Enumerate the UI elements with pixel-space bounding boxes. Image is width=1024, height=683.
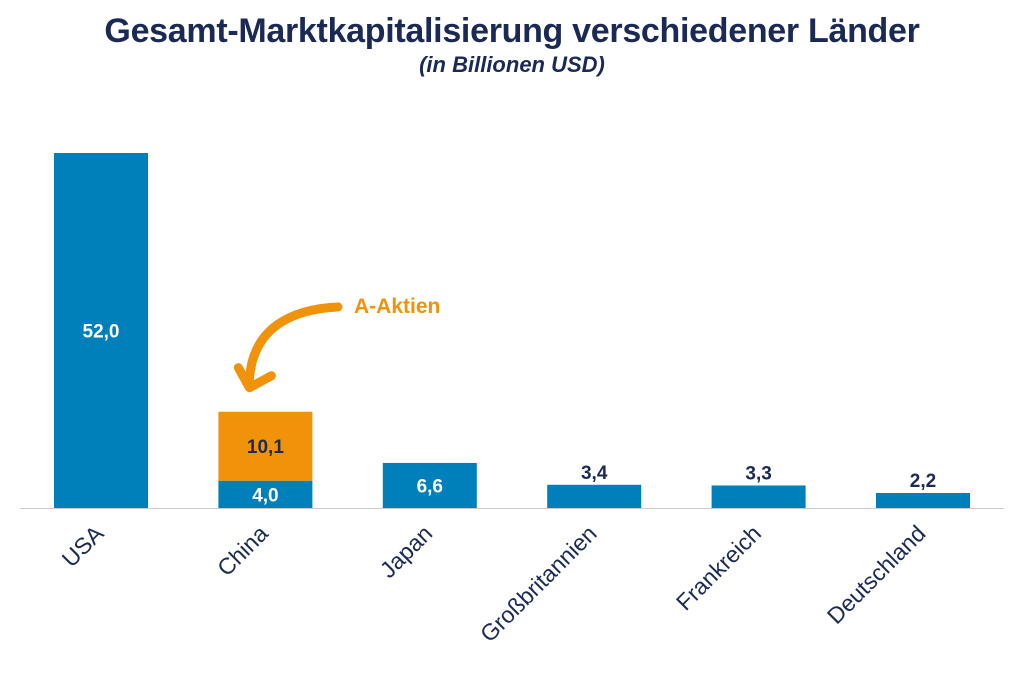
data-label-stack-1: 10,1 <box>247 437 284 458</box>
bar-stack-1 <box>218 411 313 481</box>
chart-title: Gesamt-Marktkapitalisierung verschiedene… <box>104 12 920 50</box>
data-label-2: 6,6 <box>417 476 443 497</box>
data-label-0: 52,0 <box>83 322 120 343</box>
annotation-label: A-Aktien <box>354 295 440 318</box>
bar-0 <box>54 153 148 508</box>
bar-4 <box>711 485 806 508</box>
annotation-arrow <box>244 302 343 387</box>
bar-2 <box>382 462 477 508</box>
data-label-3: 3,4 <box>581 463 608 484</box>
bar-5 <box>876 492 970 508</box>
data-label-4: 3,3 <box>745 463 771 484</box>
category-label-2: Japan <box>375 520 438 583</box>
category-label-4: Frankreich <box>671 520 766 615</box>
category-label-5: Deutschland <box>822 520 931 629</box>
annotation-arrowhead <box>233 363 276 393</box>
category-label-1: China <box>212 520 273 581</box>
category-label-3: Großbritannien <box>475 520 602 647</box>
chart-subtitle: (in Billionen USD) <box>419 52 605 77</box>
data-label-5: 2,2 <box>910 471 936 492</box>
data-label-1: 4,0 <box>252 485 278 506</box>
bar-3 <box>547 484 642 508</box>
bar-1 <box>218 480 313 508</box>
category-label-0: USA <box>57 520 109 572</box>
